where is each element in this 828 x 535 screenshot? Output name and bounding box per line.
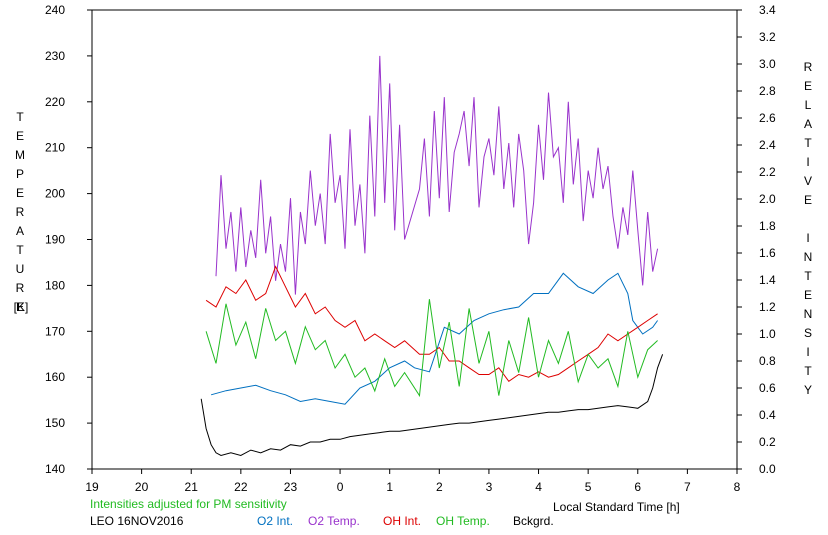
y-right-tick-label: 0.6 xyxy=(759,381,776,395)
y-axis-right: 0.0 0.2 0.4 0.6 0.8 1.0 1.2 1.4 1.6 1.8 2.0 2.2 2.4 2… xyxy=(737,3,776,476)
y-right-tick-label: 3.2 xyxy=(759,30,776,44)
legend-oh-int: OH Int. xyxy=(383,514,422,528)
y-right-tick-label: 1.6 xyxy=(759,246,776,260)
y-left-tick-label: 230 xyxy=(45,49,65,63)
x-tick-label: 0 xyxy=(337,480,344,494)
o2-temp-series xyxy=(215,55,659,295)
y-left-tick-label: 190 xyxy=(45,233,65,247)
left-axis-unit: [K] xyxy=(13,300,29,314)
legend-bckgrd: Bckgrd. xyxy=(513,514,554,528)
y-left-tick-label: 150 xyxy=(45,416,65,430)
legend-o2-int: O2 Int. xyxy=(257,514,294,528)
x-tick-label: 6 xyxy=(634,480,641,494)
y-left-tick-label: 140 xyxy=(45,462,65,476)
y-right-tick-label: 3.0 xyxy=(759,57,776,71)
x-axis-title: Local Standard Time [h] xyxy=(553,500,680,514)
series-layer xyxy=(200,55,664,457)
y-right-tick-label: 0.8 xyxy=(759,354,776,368)
bckgrd-series xyxy=(200,354,664,457)
plot-border xyxy=(91,9,738,470)
x-tick-label: 8 xyxy=(734,480,741,494)
y-right-tick-label: 2.4 xyxy=(759,138,776,152)
plot-frame xyxy=(91,9,738,470)
legend-o2-temp: O2 Temp. xyxy=(308,514,360,528)
y-right-tick-label: 1.4 xyxy=(759,273,776,287)
pm-sensitivity-note: Intensities adjusted for PM sensitivity xyxy=(90,497,287,511)
y-right-tick-label: 0.4 xyxy=(759,408,776,422)
y-left-tick-label: 220 xyxy=(45,95,65,109)
x-tick-label: 4 xyxy=(535,480,542,494)
legend-oh-temp: OH Temp. xyxy=(436,514,490,528)
left-axis-title: T E M P E R A T U R E xyxy=(15,110,25,314)
y-left-tick-label: 210 xyxy=(45,141,65,155)
x-tick-label: 7 xyxy=(684,480,691,494)
oh-temp-series xyxy=(205,299,658,398)
y-right-tick-label: 2.0 xyxy=(759,192,776,206)
y-left-tick-label: 160 xyxy=(45,370,65,384)
y-right-tick-label: 1.8 xyxy=(759,219,776,233)
y-right-tick-label: 2.2 xyxy=(759,165,776,179)
y-right-tick-label: 0.0 xyxy=(759,462,776,476)
x-tick-label: 21 xyxy=(185,480,199,494)
x-tick-label: 1 xyxy=(386,480,393,494)
y-right-tick-label: 1.0 xyxy=(759,327,776,341)
y-right-tick-label: 2.8 xyxy=(759,84,776,98)
x-tick-label: 20 xyxy=(135,480,149,494)
x-axis: 19 20 21 22 23 0 1 2 3 4 5 6 7 8 xyxy=(85,469,741,494)
y-right-tick-label: 0.2 xyxy=(759,435,776,449)
x-tick-label: 19 xyxy=(85,480,99,494)
y-left-tick-label: 200 xyxy=(45,187,65,201)
oh-int-series xyxy=(205,265,658,382)
right-axis-title: R E L A T I V E I N T E N S I T Y xyxy=(803,60,813,397)
o2-int-series xyxy=(210,272,659,405)
y-left-tick-label: 240 xyxy=(45,3,65,17)
y-axis-left: 140 150 160 170 180 190 200 210 220 230 240 xyxy=(45,3,92,476)
station-date: LEO 16NOV2016 xyxy=(90,514,184,528)
x-tick-label: 2 xyxy=(436,480,443,494)
x-tick-label: 23 xyxy=(284,480,298,494)
y-right-tick-label: 1.2 xyxy=(759,300,776,314)
y-left-tick-label: 180 xyxy=(45,278,65,292)
x-tick-label: 5 xyxy=(585,480,592,494)
x-tick-label: 22 xyxy=(234,480,248,494)
y-left-tick-label: 170 xyxy=(45,324,65,338)
x-tick-label: 3 xyxy=(486,480,493,494)
y-right-tick-label: 2.6 xyxy=(759,111,776,125)
y-right-tick-label: 3.4 xyxy=(759,3,776,17)
